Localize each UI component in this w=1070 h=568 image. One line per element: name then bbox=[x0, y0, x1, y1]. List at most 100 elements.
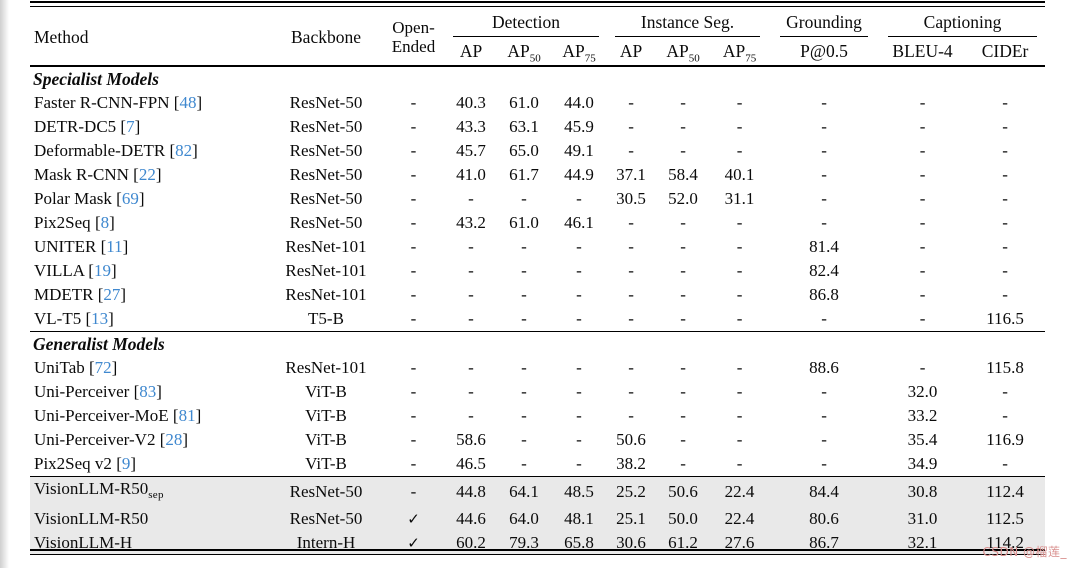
col-header-seg-ap75: AP75 bbox=[711, 37, 769, 67]
citation-link[interactable]: 81 bbox=[178, 406, 196, 425]
metric-cell: - bbox=[1002, 189, 1008, 208]
csdn-watermark: CSDN @榴莲_ bbox=[982, 545, 1067, 559]
citation-link[interactable]: 48 bbox=[179, 93, 197, 112]
citation-link[interactable]: 28 bbox=[165, 430, 183, 449]
metric-cell: 52.0 bbox=[668, 189, 698, 208]
metric-cell: - bbox=[821, 454, 827, 473]
method-cell: Mask R-CNN [22] bbox=[30, 163, 270, 187]
table-row: VisionLLM-R50 ResNet-50 ✓ 44.6 64.0 48.1 25.1 5… bbox=[30, 507, 1046, 531]
backbone-cell: Intern-H bbox=[296, 533, 356, 552]
citation-link[interactable]: 72 bbox=[94, 358, 112, 377]
metric-cell: - bbox=[628, 213, 634, 232]
metric-cell: - bbox=[919, 189, 926, 208]
metric-cell: - bbox=[821, 382, 827, 401]
table-row: Uni-Perceiver-V2 [28] ViT-B - 58.6 - - 50.6 - - -… bbox=[30, 428, 1045, 452]
metric-cell: 63.1 bbox=[509, 117, 539, 136]
metric-cell: - bbox=[521, 382, 527, 401]
method-name: MDETR bbox=[34, 285, 94, 304]
metric-cell: 80.6 bbox=[809, 509, 839, 528]
method-name: DETR-DC5 bbox=[34, 117, 117, 136]
open-ended-cell: - bbox=[410, 237, 417, 256]
metric-cell: 44.8 bbox=[456, 482, 486, 501]
open-ended-cell: - bbox=[410, 189, 417, 208]
citation-link[interactable]: 19 bbox=[93, 261, 111, 280]
method-name: VL-T5 bbox=[34, 309, 82, 328]
metric-cell: 114.2 bbox=[986, 533, 1024, 552]
group-label-grounding: Grounding bbox=[780, 12, 869, 37]
citation-link[interactable]: 8 bbox=[100, 213, 110, 232]
table-row: VL-T5 [13] T5-B - - - - - - - - - 116.5 bbox=[30, 307, 1045, 332]
citation-bracket: ] bbox=[155, 165, 162, 184]
citation-link[interactable]: 11 bbox=[106, 237, 123, 256]
open-ended-cell: - bbox=[410, 406, 417, 425]
citation-bracket: ] bbox=[122, 237, 129, 256]
citation-bracket: [ bbox=[111, 454, 122, 473]
metric-cell: 30.5 bbox=[616, 189, 646, 208]
method-name: UniTab bbox=[34, 358, 85, 377]
citation-link[interactable]: 69 bbox=[121, 189, 139, 208]
method-name: UNITER bbox=[34, 237, 97, 256]
metric-cell: - bbox=[821, 309, 827, 328]
citation-bracket: ] bbox=[108, 309, 114, 328]
group-label-instance-seg: Instance Seg. bbox=[615, 12, 761, 37]
citation-link[interactable]: 9 bbox=[121, 454, 131, 473]
metric-cell: 50.0 bbox=[668, 509, 698, 528]
method-name: Mask R-CNN bbox=[34, 165, 129, 184]
table-row: MDETR [27] ResNet-101 - - - - - - - 86.8 - - bbox=[30, 283, 1045, 307]
citation-bracket: ] bbox=[196, 93, 203, 112]
backbone-cell: ResNet-50 bbox=[289, 509, 363, 528]
results-table: Method Backbone Open- Ended Detection In… bbox=[30, 9, 1046, 555]
citation-link[interactable]: 22 bbox=[138, 165, 156, 184]
open-ended-cell: - bbox=[410, 261, 417, 280]
table-row: Pix2Seq [8] ResNet-50 - 43.2 61.0 46.1 - - - - - - bbox=[30, 211, 1045, 235]
table-top-rule-thick bbox=[30, 1, 1045, 3]
metric-cell: 61.2 bbox=[668, 533, 698, 552]
backbone-cell: ResNet-50 bbox=[289, 141, 363, 160]
citation-bracket: ] bbox=[109, 213, 115, 232]
metric-cell: - bbox=[576, 430, 582, 449]
col-group-detection: Detection bbox=[445, 9, 607, 37]
table-row: VisionLLM-R50sep ResNet-50 - 44.8 64.1 48.5 25… bbox=[30, 476, 1046, 507]
citation-link[interactable]: 7 bbox=[126, 117, 135, 136]
metric-cell: 46.1 bbox=[564, 213, 594, 232]
citation-link[interactable]: 83 bbox=[139, 382, 157, 401]
section-title-row: Generalist Models bbox=[30, 331, 1046, 357]
metric-cell: 43.2 bbox=[456, 213, 486, 232]
metric-cell: - bbox=[521, 454, 527, 473]
citation-bracket: [ bbox=[96, 237, 107, 256]
method-cell: VILLA [19] bbox=[30, 259, 270, 283]
metric-cell: - bbox=[919, 309, 926, 328]
section-title: Specialist Models bbox=[33, 69, 159, 89]
metric-cell: - bbox=[919, 358, 926, 377]
method-cell: VisionLLM-R50 bbox=[30, 507, 270, 531]
metric-cell: 86.8 bbox=[809, 285, 839, 304]
metric-cell: - bbox=[576, 358, 582, 377]
metric-cell: - bbox=[821, 93, 827, 112]
metric-cell: - bbox=[628, 382, 634, 401]
method-cell: Uni-Perceiver [83] bbox=[30, 380, 270, 404]
metric-cell: 45.9 bbox=[564, 117, 594, 136]
metric-cell: - bbox=[468, 285, 474, 304]
metric-cell: 31.1 bbox=[724, 189, 755, 208]
metric-cell: - bbox=[736, 93, 743, 112]
metric-cell: - bbox=[468, 406, 474, 425]
method-name: Uni-Perceiver-V2 bbox=[34, 430, 156, 449]
metric-cell: - bbox=[821, 117, 827, 136]
col-header-det-ap75: AP75 bbox=[551, 37, 608, 67]
method-cell: Polar Mask [69] bbox=[30, 187, 270, 211]
metric-cell: - bbox=[680, 261, 686, 280]
citation-link[interactable]: 27 bbox=[103, 285, 121, 304]
metric-cell: 31.0 bbox=[907, 509, 938, 528]
backbone-cell: ResNet-50 bbox=[289, 482, 363, 501]
backbone-cell: ViT-B bbox=[305, 454, 347, 473]
method-name: Deformable-DETR bbox=[34, 141, 166, 160]
citation-link[interactable]: 13 bbox=[91, 309, 109, 328]
metric-cell: - bbox=[521, 358, 527, 377]
open-ended-cell: - bbox=[410, 117, 417, 136]
table-body: Specialist Models Faster R-CNN-FPN [48] Re… bbox=[30, 66, 1046, 555]
metric-cell: - bbox=[680, 117, 686, 136]
metric-cell: - bbox=[919, 285, 926, 304]
table-bottom-rule-thin bbox=[30, 554, 1045, 555]
metric-cell: - bbox=[736, 237, 743, 256]
citation-link[interactable]: 82 bbox=[175, 141, 193, 160]
